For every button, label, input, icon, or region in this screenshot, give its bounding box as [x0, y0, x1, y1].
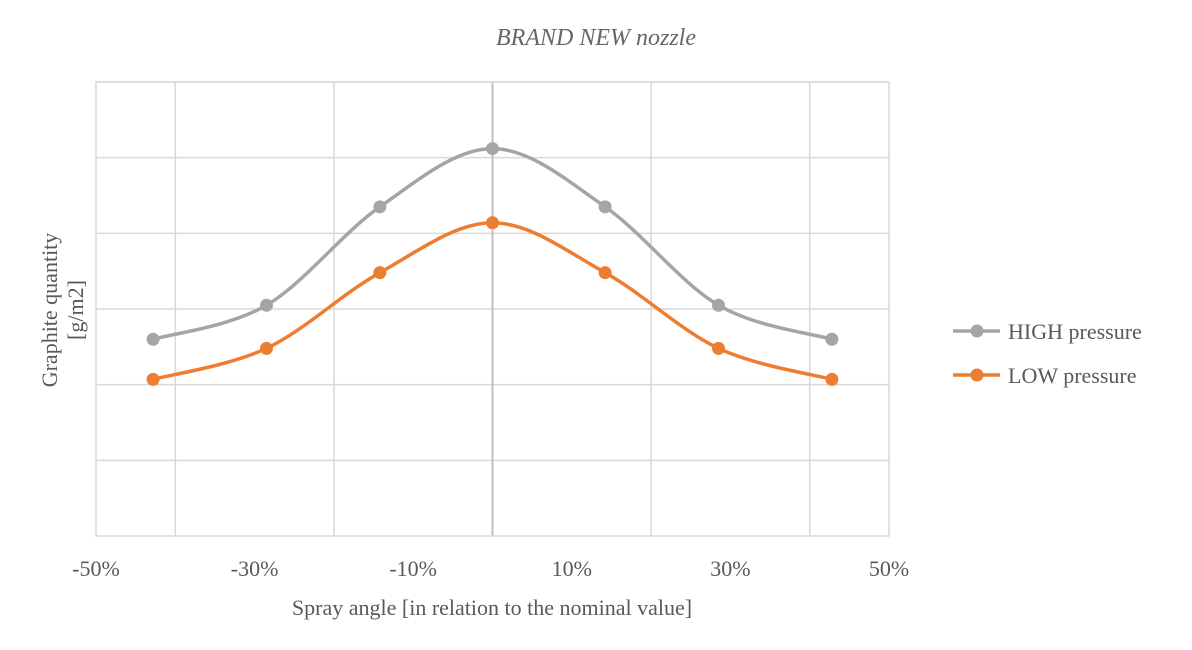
x-tick-label: 30% [710, 556, 750, 581]
x-tick-label: -50% [72, 556, 120, 581]
data-point-low-pressure [825, 372, 839, 386]
data-point-low-pressure [373, 266, 387, 280]
series-layer [146, 142, 839, 386]
legend-entry-high-pressure: HIGH pressure [953, 319, 1142, 344]
data-point-high-pressure [598, 200, 612, 214]
plot-area-border [95, 81, 890, 537]
legend-label: HIGH pressure [1008, 319, 1142, 344]
data-point-low-pressure [486, 216, 499, 230]
x-tick-label: -10% [389, 556, 437, 581]
data-point-high-pressure [825, 332, 839, 346]
data-point-low-pressure [598, 266, 612, 280]
series-high-pressure [146, 142, 839, 346]
legend-label: LOW pressure [1008, 363, 1137, 388]
legend: HIGH pressure LOW pressure [953, 319, 1142, 388]
data-point-low-pressure [712, 341, 726, 355]
chart-title: BRAND NEW nozzle [496, 25, 696, 51]
legend-marker [970, 368, 984, 382]
data-point-high-pressure [259, 298, 273, 312]
legend-entry-low-pressure: LOW pressure [953, 363, 1137, 388]
x-axis-tick-labels: -50% -30% -10% 10% 30% 50% [72, 556, 909, 581]
y-axis-title: Graphite quantity [g/m2] [37, 233, 88, 388]
data-point-low-pressure [146, 372, 160, 386]
y-axis-title-line-1: Graphite quantity [37, 233, 62, 388]
series-low-pressure [146, 216, 839, 386]
x-tick-label: 10% [552, 556, 592, 581]
x-tick-label: -30% [231, 556, 279, 581]
y-axis-title-line-2: [g/m2] [63, 280, 88, 340]
x-tick-label: 50% [869, 556, 909, 581]
x-axis-title: Spray angle [in relation to the nominal … [292, 595, 692, 620]
data-point-low-pressure [259, 341, 273, 355]
data-point-high-pressure [146, 332, 160, 346]
legend-marker [970, 324, 984, 338]
data-point-high-pressure [373, 200, 387, 214]
data-point-high-pressure [712, 298, 726, 312]
data-point-high-pressure [486, 142, 499, 156]
